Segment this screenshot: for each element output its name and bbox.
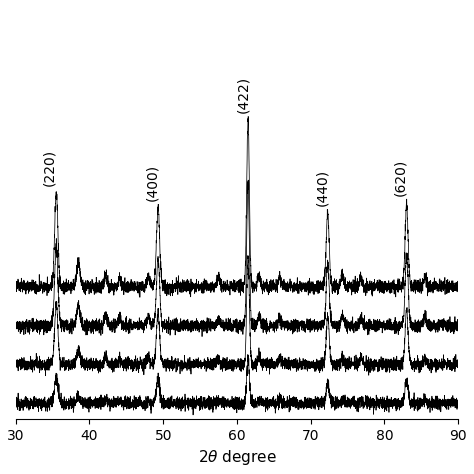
Text: (620): (620) <box>394 159 408 196</box>
X-axis label: $2\theta$ degree: $2\theta$ degree <box>198 448 276 467</box>
Text: (422): (422) <box>236 76 250 113</box>
Text: (220): (220) <box>42 148 56 186</box>
Text: (440): (440) <box>315 169 329 206</box>
Text: (400): (400) <box>145 164 159 201</box>
